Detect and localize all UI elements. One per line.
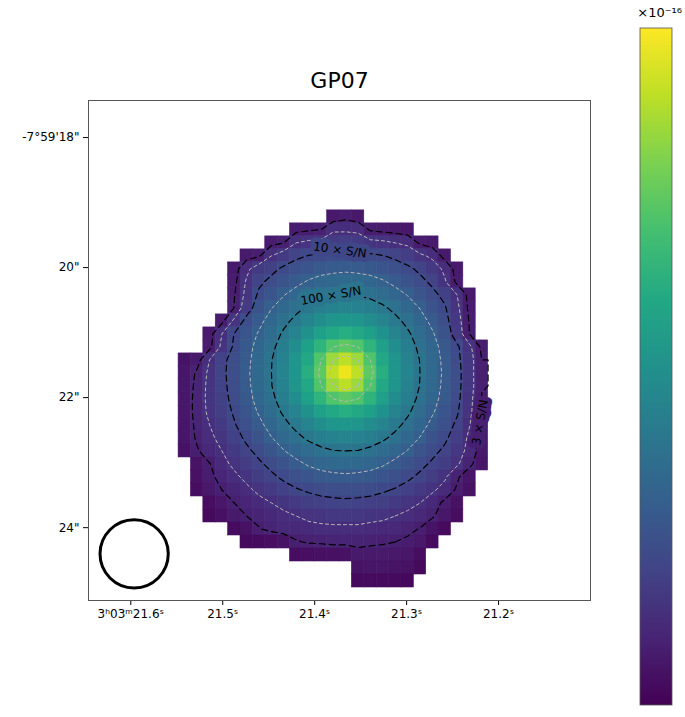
svg-text:22": 22" <box>59 390 80 404</box>
svg-text:3ʰ03ᵐ21.6ˢ: 3ʰ03ᵐ21.6ˢ <box>98 607 164 621</box>
svg-text:3 × S/N: 3 × S/N <box>469 398 491 446</box>
svg-text:100 × S/N: 100 × S/N <box>300 283 363 307</box>
svg-text:10 × S/N: 10 × S/N <box>312 239 367 260</box>
svg-text:21.5ˢ: 21.5ˢ <box>207 607 238 621</box>
svg-text:3 × S/N: 3 × S/N <box>469 398 491 446</box>
svg-text:24": 24" <box>59 521 80 535</box>
svg-text:10 × S/N: 10 × S/N <box>312 239 367 260</box>
svg-text:20": 20" <box>59 260 80 274</box>
svg-text:21.2ˢ: 21.2ˢ <box>483 607 514 621</box>
svg-text:21.3ˢ: 21.3ˢ <box>391 607 422 621</box>
svg-text:-7°59'18": -7°59'18" <box>22 130 79 144</box>
svg-text:GP07: GP07 <box>310 68 368 93</box>
svg-text:×10⁻¹⁶: ×10⁻¹⁶ <box>637 5 682 20</box>
svg-text:21.4ˢ: 21.4ˢ <box>299 607 330 621</box>
svg-text:100 × S/N: 100 × S/N <box>300 283 363 307</box>
